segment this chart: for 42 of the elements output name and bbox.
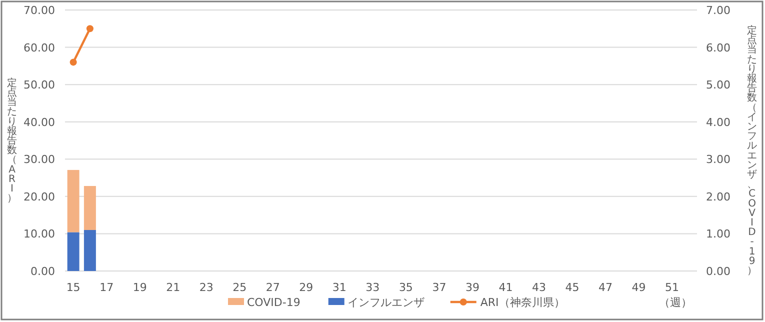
y-tick-label: 30.00 xyxy=(24,153,55,166)
x-tick-label: 33 xyxy=(366,281,380,294)
y2-tick-label: 3.00 xyxy=(706,153,730,166)
y2-tick-label: 1.00 xyxy=(706,228,730,241)
legend-label: ARI（神奈川県） xyxy=(480,296,565,309)
y2-tick-label: 4.00 xyxy=(706,116,730,129)
x-axis-title: （週） xyxy=(659,296,692,309)
legend-インフルエンザ: インフルエンザ xyxy=(328,296,424,309)
x-tick-label: 37 xyxy=(432,281,446,294)
y2-tick-label: 0.00 xyxy=(706,265,730,278)
y2-tick-label: 6.00 xyxy=(706,41,730,54)
y-tick-label: 50.00 xyxy=(24,78,55,92)
y2-tick-label: 2.00 xyxy=(706,190,730,204)
text: 定点当たり報告数（ARI） xyxy=(7,78,17,204)
x-tick-label: 49 xyxy=(632,281,646,294)
x-tick-label: 21 xyxy=(166,281,180,294)
y-tick-label: 60.00 xyxy=(24,41,55,54)
x-tick-label: 45 xyxy=(565,281,580,294)
text: 定点当たり報告数（インフルエンザ、COVID-19） xyxy=(747,26,757,276)
x-tick-label: 31 xyxy=(332,281,346,294)
x-tick-label: 35 xyxy=(398,281,413,294)
x-tick-label: 47 xyxy=(598,281,613,294)
x-tick-label: 17 xyxy=(100,281,114,294)
x-tick-label: 19 xyxy=(132,281,147,294)
y2-tick-label: 7.00 xyxy=(706,4,730,17)
x-tick-label: 23 xyxy=(199,281,214,294)
y-tick-label: 10.00 xyxy=(24,228,55,241)
x-tick-label: 41 xyxy=(498,281,513,294)
x-tick-label: 27 xyxy=(266,281,280,294)
x-tick-label: 51 xyxy=(665,281,680,294)
y2-tick-label: 5.00 xyxy=(706,78,730,92)
x-tick-label: 39 xyxy=(465,281,480,294)
y-tick-label: 0.00 xyxy=(30,265,55,278)
y-tick-label: 20.00 xyxy=(24,190,55,204)
x-tick-label: 29 xyxy=(299,281,314,294)
legend-label: COVID-19 xyxy=(247,296,300,309)
x-tick-label: 25 xyxy=(232,281,247,294)
x-tick-label: 43 xyxy=(532,281,546,294)
x-tick-label: 15 xyxy=(66,281,80,294)
y-tick-label: 70.00 xyxy=(24,4,55,17)
y-tick-label: 40.00 xyxy=(24,116,55,129)
legend-label: インフルエンザ xyxy=(347,296,424,309)
